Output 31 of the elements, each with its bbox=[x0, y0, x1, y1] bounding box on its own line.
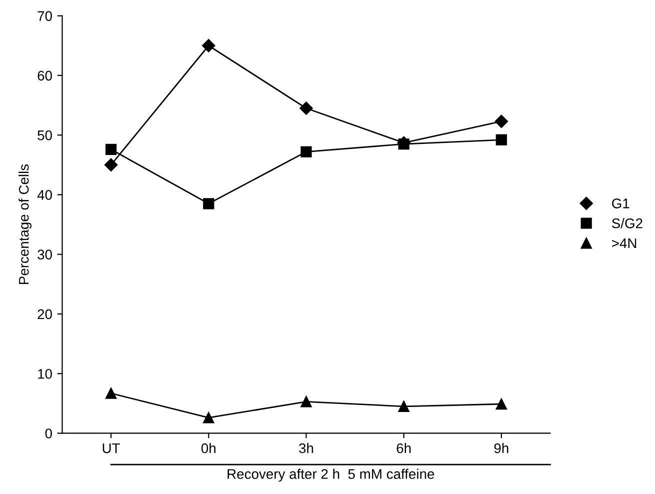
point bbox=[496, 398, 507, 410]
legend-label: >4N bbox=[612, 238, 636, 248]
point bbox=[300, 396, 312, 408]
y-tick-label: 70 bbox=[38, 11, 52, 21]
point bbox=[202, 39, 216, 52]
y-tick-label: 10 bbox=[38, 368, 52, 379]
point bbox=[105, 144, 117, 155]
point bbox=[203, 412, 214, 424]
x-tick-label: 6h bbox=[396, 442, 411, 454]
legend-label: G1 bbox=[612, 198, 630, 208]
point bbox=[203, 198, 214, 210]
x-axis-title: Recovery after 2 h 5 mM caffeine bbox=[228, 468, 434, 482]
x-tick-label: 9h bbox=[494, 442, 508, 454]
y-tick-label: 0 bbox=[45, 428, 52, 438]
point bbox=[105, 388, 117, 399]
point bbox=[496, 134, 507, 146]
y-tick-label: 30 bbox=[38, 250, 52, 260]
x-tick-label: 3h bbox=[299, 442, 314, 454]
point bbox=[104, 158, 118, 172]
y-tick-label: 60 bbox=[38, 70, 52, 81]
y-tick-label: 20 bbox=[38, 309, 52, 320]
point bbox=[300, 102, 313, 115]
point bbox=[300, 146, 312, 158]
y-tick-label: 40 bbox=[37, 190, 52, 200]
x-tick-label: UT bbox=[102, 443, 120, 454]
y-axis-title: Percentage of Cells bbox=[18, 164, 32, 284]
x-tick-label: 0h bbox=[201, 442, 216, 454]
point bbox=[494, 114, 508, 128]
y-tick-label: 50 bbox=[38, 130, 52, 140]
point bbox=[398, 400, 410, 412]
legend-label: S/G2 bbox=[612, 218, 642, 228]
